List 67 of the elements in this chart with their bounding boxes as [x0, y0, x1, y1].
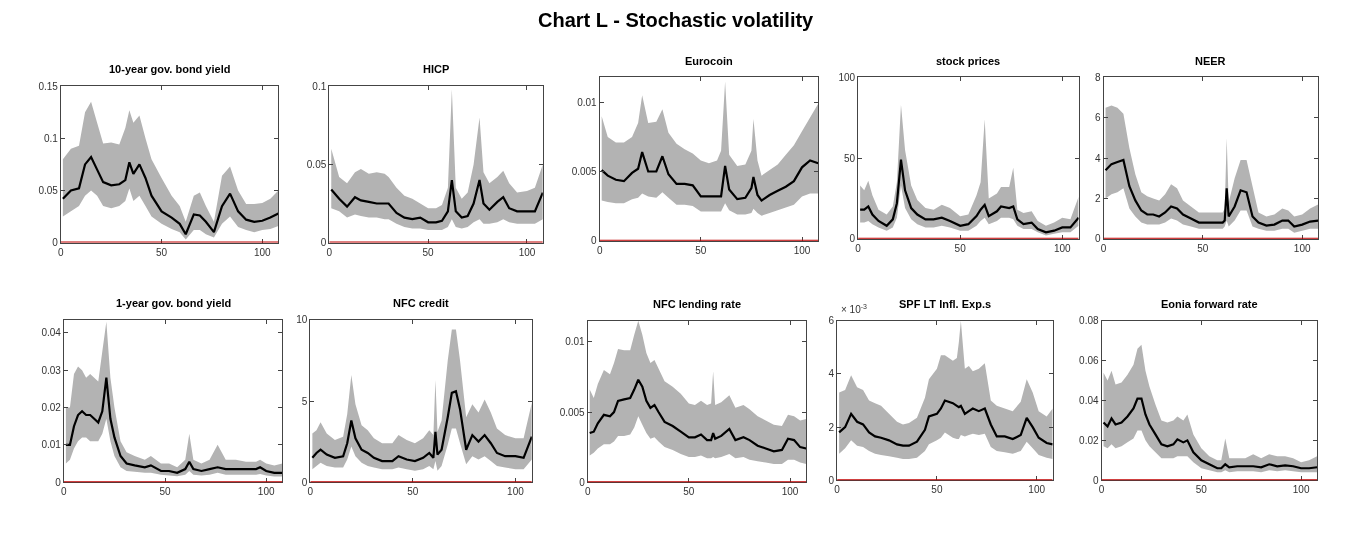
x-tick-label: 50 [683, 486, 695, 498]
x-tick-label: 50 [954, 242, 967, 254]
y-tick-label: 0.04 [41, 327, 62, 339]
y-tick-label: 0.02 [1079, 434, 1099, 446]
y-tick-label: 0 [579, 476, 586, 488]
y-tick-label: 50 [843, 152, 856, 164]
chart-title: NEER [1195, 55, 1226, 67]
y-tick-label: 0.05 [306, 158, 327, 170]
chart-title: stock prices [936, 55, 1001, 67]
y-tick-label: 0 [1094, 233, 1101, 245]
y-tick-label: 0.05 [38, 184, 59, 196]
y-tick-label: 0.04 [1079, 395, 1099, 407]
chart-title: SPF LT Infl. Exp.s [899, 298, 992, 310]
y-tick-label: 0.1 [43, 132, 59, 144]
y-tick-label: 0.1 [312, 80, 327, 92]
chart-title: 1-year gov. bond yield [116, 297, 232, 309]
y-tick-label: 0.15 [38, 80, 59, 92]
y-tick-label: 0.005 [571, 165, 598, 177]
chart-title: 10-year gov. bond yield [109, 63, 231, 75]
y-tick-label: 0 [301, 476, 308, 488]
y-tick-label: 0 [849, 233, 856, 245]
x-tick-label: 100 [1292, 484, 1310, 496]
x-tick-label: 50 [695, 244, 707, 256]
y-tick-label: 6 [828, 315, 835, 327]
y-tick-label: 0 [55, 476, 62, 488]
x-tick-label: 100 [781, 486, 799, 498]
x-tick-label: 100 [793, 244, 811, 256]
y-tick-label: 0.02 [41, 402, 62, 414]
y-tick-label: 0 [828, 474, 835, 486]
y-tick-label: 4 [828, 368, 835, 380]
text: × 10$^{-3}$ [841, 303, 868, 316]
x-tick-label: 100 [253, 246, 272, 258]
x-tick-label: 50 [931, 484, 943, 496]
x-tick-label: 50 [156, 246, 168, 258]
y-tick-label: 0.01 [565, 336, 586, 348]
y-tick-label: 0.01 [41, 439, 62, 451]
y-tick-label: 8 [1094, 71, 1101, 83]
x-tick-label: 100 [1053, 242, 1072, 254]
chart-title: Eonia forward rate [1161, 298, 1258, 310]
y-tick-label: 0.005 [559, 406, 586, 418]
chart-title: HICP [423, 63, 450, 75]
x-tick-label: 100 [1293, 242, 1311, 254]
x-tick-label: 50 [1195, 484, 1208, 496]
y-tick-label: 6 [1094, 112, 1101, 124]
x-tick-label: 100 [518, 246, 536, 258]
x-tick-label: 100 [257, 486, 275, 498]
y-tick-label: 5 [301, 395, 308, 407]
chart-title: Eurocoin [685, 55, 733, 67]
y-tick-label: 0 [1092, 474, 1099, 486]
chart-title: NFC credit [393, 297, 449, 309]
x-tick-label: 50 [1197, 242, 1209, 254]
y-tick-label: 10 [296, 314, 308, 326]
y-tick-label: 2 [828, 421, 835, 433]
chart-title: NFC lending rate [653, 298, 742, 310]
x-tick-label: 100 [507, 486, 525, 498]
y-tick-label: 2 [1094, 192, 1101, 204]
y-tick-label: 4 [1094, 152, 1101, 164]
text: Chart L - Stochastic volatility [538, 9, 815, 31]
y-tick-label: 0.03 [41, 364, 62, 376]
y-tick-label: 0.01 [577, 96, 598, 108]
y-tick-label: 0.06 [1079, 355, 1099, 367]
x-tick-label: 50 [159, 486, 172, 498]
y-tick-label: 100 [838, 71, 856, 83]
x-tick-label: 50 [407, 486, 419, 498]
x-tick-label: 100 [1028, 484, 1046, 496]
x-tick-label: 50 [422, 246, 435, 258]
y-tick-label: 0.08 [1079, 315, 1099, 327]
